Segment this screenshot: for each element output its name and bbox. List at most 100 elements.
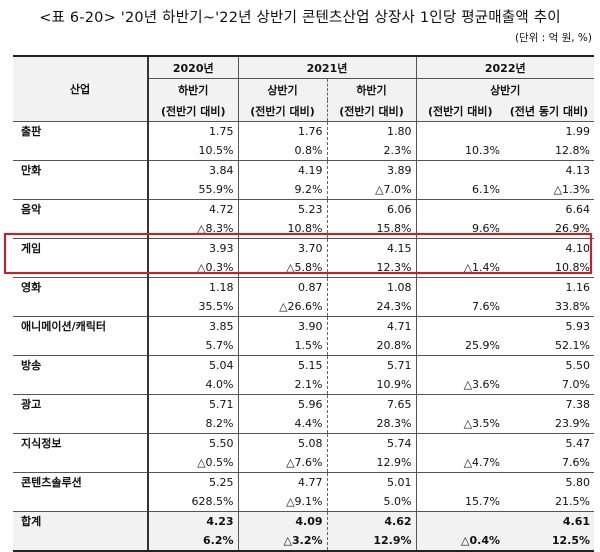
value: 5.74 [387, 437, 412, 450]
header-2020-h2: 하반기 [147, 78, 238, 100]
data-cell: 4.19 9.2% [237, 160, 327, 200]
value: 5.23 [298, 203, 323, 216]
data-cell: 5.15 2.1% [237, 355, 327, 395]
header-2021h1-vs: (전반기 대비) [237, 100, 327, 122]
data-cell: 5.23 10.8% [237, 199, 327, 239]
industry-name: 출판 [13, 121, 148, 161]
value: 6.06 [387, 203, 412, 216]
change-rate: 4.0% [205, 378, 234, 391]
value: 5.01 [387, 476, 412, 489]
change-rate: △0.4% [461, 534, 500, 547]
value: 7.65 [387, 398, 412, 411]
change-rate: 9.6% [472, 222, 500, 235]
change-rate: 2.3% [383, 144, 412, 157]
header-industry: 산업 [13, 55, 148, 122]
value: 6.64 [565, 203, 591, 216]
table-row: 광고 5.71 8.2% 5.96 4.4% 7.65 28.3% △3.5% 7.38 23.9… [13, 394, 594, 434]
table-row: 지식정보 5.50 △0.5% 5.08 △7.6% 5.74 12.9% △4.7% 5.47… [13, 433, 594, 473]
data-cell: 6.06 15.8% [326, 199, 416, 239]
header-2021-h1: 상반기 [237, 78, 327, 100]
value: 4.77 [298, 476, 323, 489]
data-cell: 4.13 △1.3% [504, 160, 594, 200]
industry-name: 영화 [13, 277, 148, 317]
table-row: 출판 1.75 10.5% 1.76 0.8% 1.80 2.3% 10.3% 1.99 12.8… [13, 121, 594, 161]
data-cell: 7.38 23.9% [504, 394, 594, 434]
value: 4.09 [295, 515, 323, 528]
data-cell: 25.9% [415, 316, 504, 356]
value: 3.90 [298, 320, 323, 333]
value: 1.16 [565, 281, 591, 294]
value: 1.08 [387, 281, 412, 294]
data-cell: 15.7% [415, 472, 504, 512]
industry-name: 합계 [13, 511, 148, 552]
change-rate: 9.2% [294, 183, 323, 196]
change-rate: 25.9% [465, 339, 500, 352]
value: 1.75 [209, 125, 234, 138]
value: 3.93 [209, 242, 234, 255]
data-cell: 5.08 △7.6% [237, 433, 327, 473]
change-rate: 23.9% [555, 417, 590, 430]
value: 4.23 [206, 515, 234, 528]
value: 1.99 [565, 125, 591, 138]
industry-name: 지식정보 [13, 433, 148, 473]
table-row: 영화 1.18 35.5% 0.87 △26.6% 1.08 24.3% 7.6% 1.16 33… [13, 277, 594, 317]
data-cell: 5.71 8.2% [147, 394, 238, 434]
data-cell: 7.6% [415, 277, 504, 317]
change-rate: 7.6% [562, 456, 590, 469]
data-cell: △3.5% [415, 394, 504, 434]
data-cell: 9.6% [415, 199, 504, 239]
change-rate: 15.8% [376, 222, 412, 235]
table-row: 만화 3.84 55.9% 4.19 9.2% 3.89 △7.0% 6.1% 4.13 △1.3… [13, 160, 594, 200]
change-rate: 5.7% [205, 339, 234, 352]
value: 0.87 [298, 281, 323, 294]
change-rate: 15.7% [465, 495, 500, 508]
unit-label: (단위 : 억 원, %) [514, 32, 592, 44]
change-rate: 12.9% [373, 534, 412, 547]
data-cell: 4.23 6.2% [147, 511, 238, 552]
change-rate: △26.6% [279, 300, 323, 313]
data-cell: 5.71 10.9% [326, 355, 416, 395]
industry-name: 게임 [13, 238, 148, 278]
data-cell: 1.99 12.8% [504, 121, 594, 161]
data-cell: 1.16 33.8% [504, 277, 594, 317]
change-rate: 10.5% [198, 144, 234, 157]
data-cell: 1.18 35.5% [147, 277, 238, 317]
data-cell: 5.25 628.5% [147, 472, 238, 512]
change-rate: 2.1% [294, 378, 323, 391]
value: 5.04 [209, 359, 234, 372]
data-cell: 5.80 21.5% [504, 472, 594, 512]
data-cell: △3.6% [415, 355, 504, 395]
value: 3.85 [209, 320, 234, 333]
change-rate: 24.3% [376, 300, 412, 313]
data-cell: 3.84 55.9% [147, 160, 238, 200]
data-cell: 1.08 24.3% [326, 277, 416, 317]
value: 3.89 [387, 164, 412, 177]
change-rate: 5.0% [383, 495, 412, 508]
data-cell: 3.70 △5.8% [237, 238, 327, 278]
change-rate: 10.8% [287, 222, 323, 235]
data-cell: 0.87 △26.6% [237, 277, 327, 317]
header-2021-h2: 하반기 [326, 78, 416, 100]
change-rate: 20.8% [376, 339, 412, 352]
change-rate: 6.1% [472, 183, 500, 196]
change-rate: △3.6% [463, 378, 500, 391]
change-rate: △3.2% [283, 534, 323, 547]
table-row: 음악 4.72 △8.3% 5.23 10.8% 6.06 15.8% 9.6% 6.64 26.… [13, 199, 594, 239]
value: 1.80 [387, 125, 412, 138]
industry-name: 음악 [13, 199, 148, 239]
data-cell: 5.50 △0.5% [147, 433, 238, 473]
data-cell: 7.65 28.3% [326, 394, 416, 434]
value: 4.15 [387, 242, 412, 255]
change-rate: 10.9% [376, 378, 412, 391]
data-cell: 10.3% [415, 121, 504, 161]
industry-name: 콘텐츠솔루션 [13, 472, 148, 512]
change-rate: 12.9% [376, 456, 412, 469]
change-rate: 10.8% [555, 261, 590, 274]
change-rate: 55.9% [198, 183, 234, 196]
data-cell: 5.96 4.4% [237, 394, 327, 434]
value: 4.13 [565, 164, 591, 177]
change-rate: △1.3% [553, 183, 590, 196]
change-rate: 21.5% [555, 495, 590, 508]
industry-name: 광고 [13, 394, 148, 434]
value: 4.72 [209, 203, 234, 216]
